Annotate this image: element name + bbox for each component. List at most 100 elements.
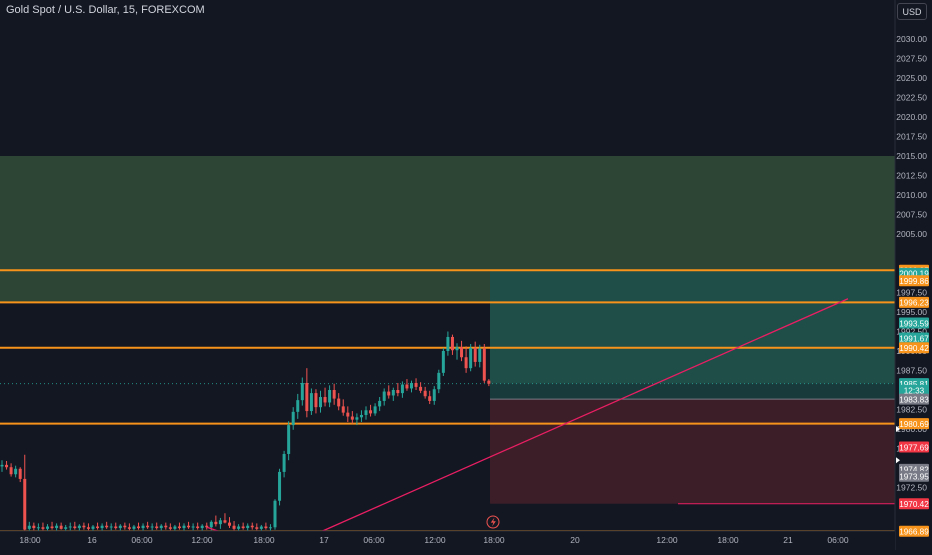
price-tag[interactable]: 1966.89 [899, 525, 929, 537]
candle-body [410, 382, 413, 389]
price-tag[interactable]: 1977.69 [899, 441, 929, 453]
candle-body [455, 347, 459, 351]
candle-body [237, 526, 241, 529]
candle-body [32, 525, 36, 529]
candle-body [214, 521, 218, 525]
candle-body [291, 411, 295, 426]
time-tick-label: 06:00 [131, 535, 153, 545]
candle-body [309, 393, 313, 412]
price-tag-text: 1985.81 [899, 380, 929, 389]
candle-body [205, 525, 209, 528]
candle-body [50, 526, 54, 529]
time-tick-label: 16 [87, 535, 97, 545]
candle-body [432, 389, 436, 401]
trendline[interactable] [321, 298, 849, 532]
candle-body [400, 384, 404, 394]
time-axis[interactable] [0, 531, 895, 550]
price-tick-label: 1995.00 [896, 307, 927, 317]
candle-body [250, 525, 254, 528]
price-tag[interactable]: 1991.67 [899, 332, 929, 344]
candle-body [450, 336, 454, 351]
candle-body [391, 390, 395, 396]
price-tag[interactable]: 1970.42 [899, 498, 929, 510]
candle-body [59, 525, 63, 529]
candle-body [9, 467, 13, 475]
candle-body [405, 384, 409, 389]
price-tick-label: 2022.50 [896, 93, 927, 103]
price-tag[interactable]: 1983.83 [899, 393, 929, 405]
candle-body [36, 527, 40, 529]
candle-body [118, 525, 122, 529]
candle-body [132, 526, 136, 529]
price-tag-text: 2000.19 [899, 270, 929, 279]
time-tick-label: 06:00 [363, 535, 385, 545]
candle-body [273, 500, 277, 528]
alert-marker-icon[interactable] [896, 426, 900, 432]
candle-body [469, 347, 473, 369]
price-tag[interactable]: 1990.42 [899, 342, 929, 354]
candle-body [77, 525, 81, 529]
candle-body [0, 464, 4, 467]
long-position-profit-zone-lower[interactable] [490, 383, 895, 400]
price-tag[interactable]: 1999.86 [899, 275, 929, 287]
price-tag-text: 1983.83 [899, 395, 929, 404]
candle-body [232, 525, 236, 529]
candle-body [387, 391, 391, 396]
candle-body [182, 525, 186, 529]
alert-marker-icon[interactable] [896, 457, 900, 464]
price-tag[interactable]: 1973.95 [899, 470, 929, 482]
candle-body [460, 347, 464, 358]
time-tick-label: 18:00 [717, 535, 739, 545]
price-tag-text: 1974.82 [899, 466, 929, 475]
candle-body [282, 453, 286, 472]
price-tag[interactable]: 1993.59 [899, 317, 929, 329]
price-tick-label: 2025.00 [896, 73, 927, 83]
candle-body [255, 527, 259, 529]
symbol-title[interactable]: Gold Spot / U.S. Dollar, 15, FOREXCOM [6, 4, 205, 16]
candle-body [159, 525, 163, 529]
candle-body [428, 396, 432, 401]
price-tag-text: 1990.42 [899, 344, 929, 353]
candle-body [314, 393, 318, 408]
time-tick-label: 18:00 [19, 535, 41, 545]
price-tick-label: 1992.50 [896, 327, 927, 337]
candle-body [419, 386, 423, 391]
candle-body [369, 410, 373, 414]
candle-body [305, 382, 309, 412]
candle-body [218, 520, 222, 525]
candle-body [396, 390, 400, 394]
price-tag[interactable]: 1996.23 [899, 296, 929, 308]
time-tick-label: 18:00 [483, 535, 505, 545]
candle-body [64, 527, 68, 529]
price-tag[interactable]: 12:33 [899, 384, 929, 396]
price-tag-text: 1999.86 [899, 277, 929, 286]
candle-body [350, 416, 354, 420]
candle-body [296, 400, 300, 412]
price-tag[interactable]: 1980.69 [899, 418, 929, 430]
lightning-icon[interactable] [486, 515, 500, 529]
price-tick-label: 1997.50 [896, 288, 927, 298]
long-position-loss-zone[interactable] [490, 399, 895, 504]
candle-body [482, 348, 486, 381]
candle-body [423, 390, 427, 397]
candle-body [473, 347, 477, 362]
candle-body [478, 348, 482, 362]
candle-body [287, 425, 291, 454]
candle-body [364, 410, 368, 415]
candle-body [268, 527, 272, 529]
currency-button[interactable]: USD [897, 3, 927, 20]
candle-body [228, 522, 231, 526]
long-position-profit-zone[interactable] [490, 270, 895, 384]
price-tag-text: 1980.69 [899, 420, 929, 429]
price-tick-label: 2007.50 [896, 210, 927, 220]
candle-body [155, 526, 159, 529]
price-tag-text: 1993.59 [899, 319, 929, 328]
price-tick-label: 2030.00 [896, 34, 927, 44]
candle-body [382, 391, 386, 401]
candle-body [278, 471, 282, 501]
candle-body [223, 520, 227, 523]
candle-body [328, 390, 332, 403]
price-tick-label: 2020.00 [896, 112, 927, 122]
